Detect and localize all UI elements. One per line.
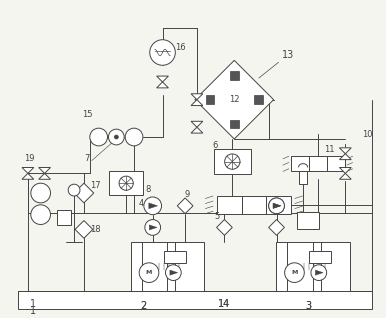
Polygon shape xyxy=(157,82,168,88)
Polygon shape xyxy=(149,225,157,230)
Circle shape xyxy=(139,263,159,282)
Bar xyxy=(309,156,327,171)
Text: 17: 17 xyxy=(90,181,101,190)
Text: 3: 3 xyxy=(305,301,311,311)
Polygon shape xyxy=(75,221,93,238)
Text: M: M xyxy=(291,270,298,275)
Circle shape xyxy=(150,40,175,65)
Bar xyxy=(266,196,291,214)
Bar xyxy=(254,95,263,104)
Polygon shape xyxy=(74,183,94,203)
Text: 18: 18 xyxy=(90,225,101,234)
Polygon shape xyxy=(22,168,34,173)
Circle shape xyxy=(269,198,284,214)
Bar xyxy=(206,95,214,104)
Polygon shape xyxy=(195,60,274,139)
Bar xyxy=(110,171,143,195)
Text: 8: 8 xyxy=(145,185,151,194)
Text: 10: 10 xyxy=(362,129,372,139)
Text: 14: 14 xyxy=(218,299,230,309)
Circle shape xyxy=(108,129,124,145)
Circle shape xyxy=(144,197,162,215)
Polygon shape xyxy=(191,100,203,106)
Text: 3: 3 xyxy=(305,301,311,311)
Bar xyxy=(58,210,71,225)
Bar xyxy=(276,242,350,291)
Circle shape xyxy=(166,265,181,280)
Text: 11: 11 xyxy=(324,145,335,154)
Text: 13: 13 xyxy=(282,51,295,60)
Text: 2: 2 xyxy=(141,301,147,311)
Polygon shape xyxy=(39,173,51,179)
Polygon shape xyxy=(191,121,203,127)
Bar xyxy=(164,251,186,263)
Circle shape xyxy=(119,176,133,190)
Circle shape xyxy=(311,265,327,280)
Text: 15: 15 xyxy=(83,110,93,119)
Polygon shape xyxy=(339,148,351,154)
Circle shape xyxy=(284,263,304,282)
Text: M: M xyxy=(146,270,152,275)
Circle shape xyxy=(31,205,51,225)
Bar xyxy=(18,291,372,309)
Bar xyxy=(299,171,308,184)
Bar xyxy=(130,242,204,291)
Text: 14: 14 xyxy=(218,299,230,309)
Bar xyxy=(291,156,309,171)
Circle shape xyxy=(31,183,51,203)
Bar xyxy=(217,196,242,214)
Text: 5: 5 xyxy=(214,212,219,221)
Circle shape xyxy=(145,219,161,235)
Text: 1: 1 xyxy=(30,299,36,309)
Polygon shape xyxy=(157,76,168,82)
Polygon shape xyxy=(315,270,323,275)
Text: 7: 7 xyxy=(84,154,90,163)
Circle shape xyxy=(125,128,143,146)
Polygon shape xyxy=(22,173,34,179)
Text: 6: 6 xyxy=(212,142,217,150)
Text: 12: 12 xyxy=(229,95,240,104)
Bar xyxy=(213,149,251,174)
Text: 2: 2 xyxy=(141,301,147,311)
Circle shape xyxy=(225,154,240,169)
Circle shape xyxy=(114,135,118,139)
Polygon shape xyxy=(39,168,51,173)
Bar xyxy=(297,212,319,229)
Bar xyxy=(230,120,239,128)
Text: 9: 9 xyxy=(185,190,190,198)
Polygon shape xyxy=(339,173,351,179)
Polygon shape xyxy=(217,219,232,235)
Polygon shape xyxy=(149,203,157,209)
Circle shape xyxy=(90,128,107,146)
Bar xyxy=(327,156,345,171)
Circle shape xyxy=(269,198,284,214)
Text: 19: 19 xyxy=(24,154,34,163)
Bar xyxy=(242,196,266,214)
Polygon shape xyxy=(177,198,193,214)
Polygon shape xyxy=(273,203,281,208)
Polygon shape xyxy=(269,219,284,235)
Polygon shape xyxy=(339,168,351,173)
Polygon shape xyxy=(191,127,203,133)
Polygon shape xyxy=(170,270,178,275)
Polygon shape xyxy=(339,154,351,160)
Polygon shape xyxy=(191,94,203,100)
Bar xyxy=(230,71,239,80)
Circle shape xyxy=(68,184,80,196)
Bar xyxy=(309,251,331,263)
Text: 16: 16 xyxy=(175,43,186,52)
Polygon shape xyxy=(273,203,281,208)
Text: 4: 4 xyxy=(138,199,144,208)
Text: 1: 1 xyxy=(30,306,36,316)
